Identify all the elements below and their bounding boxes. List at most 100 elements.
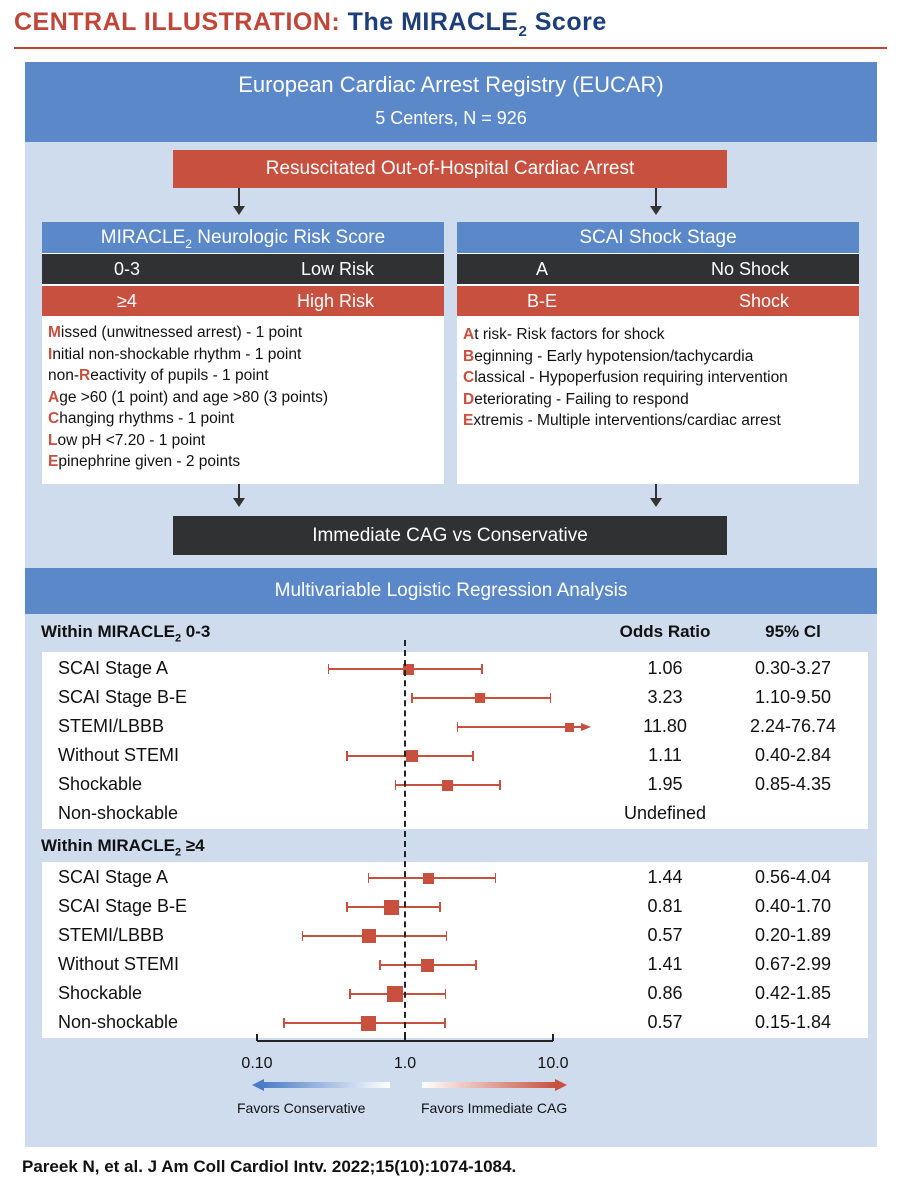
scai-item: At risk- Risk factors for shock [463,324,859,346]
ci-cap-low [379,960,381,970]
scai-item-initial: A [463,326,474,343]
ci-cap-low [328,664,330,674]
population-box: Resuscitated Out-of-Hospital Cardiac Arr… [173,150,727,188]
odds-ratio-value: 1.41 [605,954,725,975]
ci-cap-high [439,902,441,912]
scai-high-label: Shock [739,286,789,316]
arrow-down-left-bottom-icon [233,498,245,507]
illustration-title: CENTRAL ILLUSTRATION: The MIRACLE2 Score [14,8,607,40]
miracle-header: MIRACLE2 Neurologic Risk Score [42,222,444,253]
ci-value: 0.40-1.70 [733,896,853,917]
ci-arrow-icon [581,723,591,731]
scai-low-range: A [457,254,627,284]
ci-value: 0.42-1.85 [733,983,853,1004]
ci-cap-high [445,989,447,999]
ci-value: 0.20-1.89 [733,925,853,946]
point-estimate [384,900,399,915]
miracle-item: Epinephrine given - 2 points [48,451,444,473]
ci-value: 0.40-2.84 [733,745,853,766]
analysis-header: Multivariable Logistic Regression Analys… [25,568,877,614]
favors-left-arrow [262,1082,390,1088]
scai-item: Beginning - Early hypotension/tachycardi… [463,346,859,368]
arrow-stem-left-top [238,188,240,208]
odds-ratio-value: 3.23 [605,687,725,708]
ci-cap-low [368,873,370,883]
arrow-down-right-top-icon [650,206,662,215]
odds-ratio-value: 0.57 [605,925,725,946]
odds-ratio-value: 1.44 [605,867,725,888]
scai-low-row: A No Shock [457,254,859,284]
miracle-low-row: 0-3 Low Risk [42,254,444,284]
x-tick-label: 0.10 [217,1055,297,1073]
x-tick [404,1034,406,1041]
point-estimate [387,986,403,1002]
ci-cap-high [481,664,483,674]
odds-ratio-value: 11.80 [605,716,725,737]
title-name: The MIRACLE2 Score [348,8,607,36]
scai-item-initial: C [463,369,474,386]
ci-cap-low [283,1018,285,1028]
ci-cap-high [475,960,477,970]
miracle-item-initial: R [79,367,90,384]
scai-item-initial: B [463,348,474,365]
ci-cap-high [444,1018,446,1028]
odds-ratio-value: 0.57 [605,1012,725,1033]
row-label: Shockable [58,774,142,795]
miracle-item-initial: C [48,410,59,427]
row-label: Shockable [58,983,142,1004]
point-estimate [362,929,376,943]
title-label: CENTRAL ILLUSTRATION: [14,8,340,36]
point-estimate [421,959,434,972]
group-header: Within MIRACLE2 ≥4 [41,836,205,858]
miracle-low-range: 0-3 [42,254,212,284]
comparison-box: Immediate CAG vs Conservative [173,516,727,555]
miracle-item-initial: E [48,453,58,470]
miracle-low-label: Low Risk [301,254,374,284]
ci-value: 2.24-76.74 [733,716,853,737]
scai-header: SCAI Shock Stage [457,222,859,253]
scai-high-row: B-E Shock [457,286,859,316]
favors-left-label: Favors Conservative [237,1100,365,1116]
x-tick-label: 1.0 [365,1055,445,1073]
ci-cap-high [446,931,448,941]
point-estimate [423,873,434,884]
favors-right-label: Favors Immediate CAG [421,1100,567,1116]
odds-ratio-header: Odds Ratio [615,622,715,642]
miracle-item: Missed (unwitnessed arrest) - 1 point [48,322,444,344]
group-header: Within MIRACLE2 0-3 [41,622,210,644]
ci-cap-low [349,989,351,999]
miracle-item: Low pH <7.20 - 1 point [48,430,444,452]
row-label: STEMI/LBBB [58,925,164,946]
odds-ratio-value: 0.81 [605,896,725,917]
miracle-box: MIRACLE2 Neurologic Risk Score 0-3 Low R… [42,222,444,484]
odds-ratio-value: 1.06 [605,658,725,679]
registry-header: European Cardiac Arrest Registry (EUCAR)… [25,62,877,142]
ci-cap-low [411,693,413,703]
x-tick-label: 10.0 [513,1055,593,1073]
miracle-item: non-Reactivity of pupils - 1 point [48,365,444,387]
arrow-down-right-bottom-icon [650,498,662,507]
miracle-item: Initial non-shockable rhythm - 1 point [48,344,444,366]
miracle-high-label: High Risk [297,286,374,316]
row-label: Non-shockable [58,1012,178,1033]
favors-right-arrow [422,1082,556,1088]
arrow-stem-right-top [655,188,657,208]
scai-item-initial: E [463,412,473,429]
scai-item: Deteriorating - Failing to respond [463,389,859,411]
row-label: Without STEMI [58,954,179,975]
miracle-criteria-list: Missed (unwitnessed arrest) - 1 point Ini… [42,316,444,473]
scai-item: Extremis - Multiple interventions/cardia… [463,410,859,432]
miracle-high-range: ≥4 [42,286,212,316]
row-label: STEMI/LBBB [58,716,164,737]
favors-right-arrowhead-icon [555,1079,567,1091]
citation: Pareek N, et al. J Am Coll Cardiol Intv.… [22,1157,516,1177]
scai-stage-list: At risk- Risk factors for shock Beginning… [457,316,859,432]
point-estimate [361,1016,376,1031]
row-label: Without STEMI [58,745,179,766]
miracle-item: Age >60 (1 point) and age >80 (3 points) [48,387,444,409]
ci-cap-high [472,751,474,761]
miracle-item-initial: M [48,324,61,341]
registry-sub: 5 Centers, N = 926 [25,108,877,129]
point-estimate [565,723,574,732]
scai-low-label: No Shock [711,254,789,284]
